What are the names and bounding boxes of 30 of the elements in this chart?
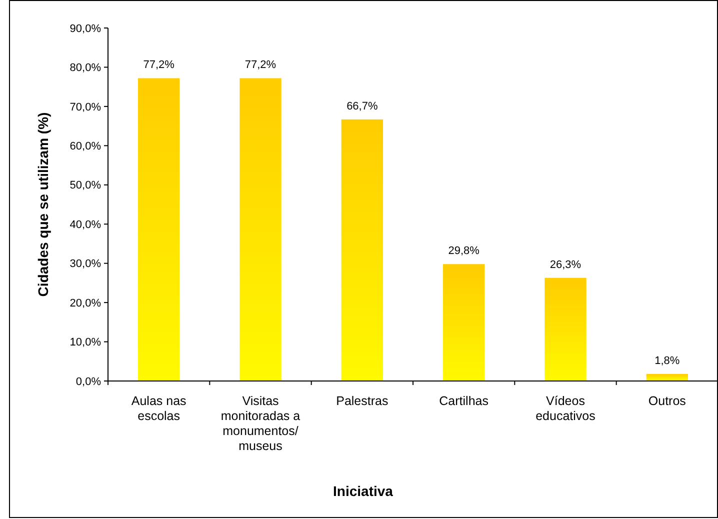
y-tick-label: 30,0% (70, 258, 102, 270)
y-tick-label: 60,0% (70, 140, 102, 153)
data-label: 77,2% (244, 59, 276, 72)
y-tick-label: 40,0% (70, 218, 102, 231)
x-tick-label: Palestras (336, 394, 388, 408)
data-label: 29,8% (448, 245, 480, 258)
y-tick-label: 50,0% (70, 180, 102, 192)
bar (138, 78, 180, 381)
x-tick-label: Visitas monitoradas a monumentos/ museus (220, 394, 300, 453)
y-tick-label: 90,0% (70, 22, 102, 35)
bar (646, 374, 688, 381)
data-label: 77,2% (143, 59, 175, 72)
data-label: 66,7% (346, 100, 378, 112)
y-axis-title: Cidades que se utilizam (%) (35, 112, 51, 297)
x-tick-label: Outros (648, 394, 686, 408)
x-tick-label: Aulas nas escolas (131, 394, 186, 423)
bar (341, 119, 384, 381)
y-tick-label: 80,0% (70, 62, 102, 74)
data-label: 1,8% (654, 354, 680, 367)
x-tick-label: Vídeos educativos (536, 394, 596, 423)
y-tick-label: 70,0% (70, 101, 102, 114)
bar (442, 264, 485, 381)
y-tick-label: 0,0% (76, 376, 102, 388)
bar (240, 78, 282, 381)
bar (544, 278, 586, 381)
data-label: 26,3% (550, 258, 582, 271)
x-axis-title: Iniciativa (333, 483, 394, 499)
y-tick-label: 20,0% (70, 297, 102, 310)
y-tick-label: 10,0% (70, 336, 102, 349)
x-tick-label: Cartilhas (439, 394, 488, 408)
